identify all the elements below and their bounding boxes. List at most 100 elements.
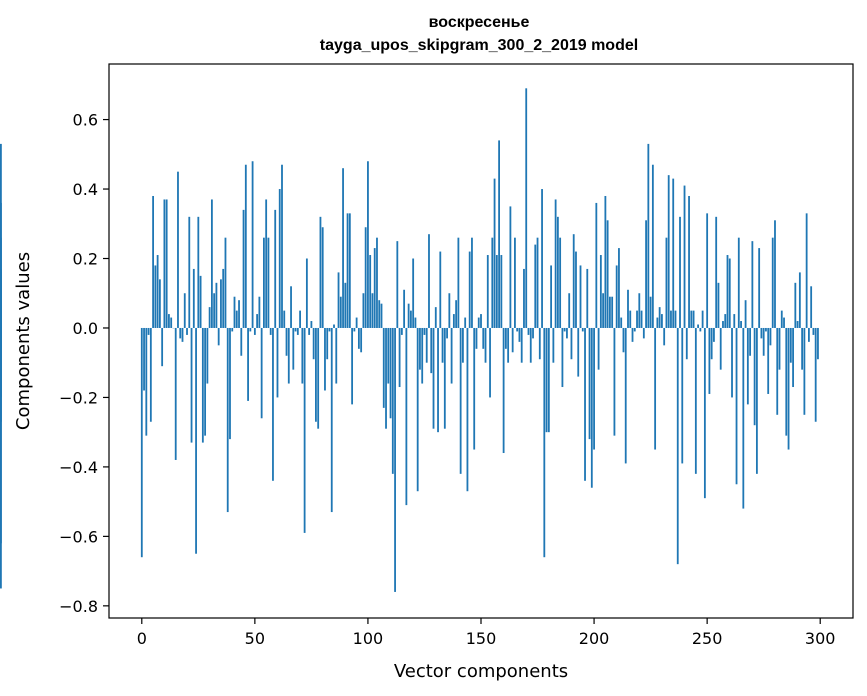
bar-60 [276, 327, 279, 398]
bar-115 [400, 327, 403, 335]
bar-28 [204, 327, 207, 436]
bar-250 [706, 213, 709, 328]
bar-8 [158, 279, 161, 328]
bar-103 [373, 248, 376, 328]
bar-194 [579, 265, 582, 328]
bar-54 [263, 237, 265, 328]
bar-253 [713, 327, 715, 342]
bar-162 [507, 327, 510, 363]
bar-242 [688, 195, 690, 328]
bar-15 [174, 327, 177, 460]
bar-110 [389, 327, 392, 419]
bar-0 [140, 327, 143, 558]
bar-36 [222, 268, 225, 328]
bar-200 [593, 327, 595, 450]
bar-299 [817, 327, 819, 360]
bar-10 [163, 199, 166, 328]
bar-273 [758, 248, 761, 328]
bar-9 [161, 327, 164, 367]
bar-269 [749, 327, 752, 356]
bar-225 [649, 296, 652, 328]
bar-287 [789, 327, 792, 363]
bar-211 [618, 248, 620, 328]
bar-205 [604, 195, 607, 328]
bar-145 [468, 251, 471, 328]
bar-228 [656, 317, 659, 328]
bar-114 [398, 327, 401, 388]
bar-175 [536, 237, 539, 328]
bar-186 [561, 327, 564, 388]
bar-229 [658, 307, 661, 328]
bar-256 [719, 327, 722, 370]
bar-136 [448, 293, 451, 328]
bar-266 [742, 327, 745, 509]
bar-89 [342, 168, 344, 328]
bar-216 [629, 310, 632, 328]
bar-257 [722, 321, 724, 328]
bar-17 [179, 327, 182, 339]
bar-95 [355, 317, 358, 328]
bar-118 [407, 303, 410, 328]
bar-86 [335, 327, 338, 384]
bar-171 [527, 327, 530, 335]
y-tick-label: 0.6 [73, 111, 98, 130]
bar-285 [785, 327, 788, 436]
bar-72 [303, 327, 306, 533]
chart-title: воскресенье [429, 14, 530, 31]
bar-43 [238, 300, 240, 328]
bar-82 [326, 327, 329, 360]
bar-165 [514, 237, 516, 328]
bar-276 [765, 327, 767, 332]
bar-57 [269, 327, 272, 335]
bar-106 [380, 303, 383, 328]
bar-113 [396, 241, 399, 328]
x-tick-label: 150 [466, 629, 497, 648]
x-tick-label: 300 [805, 629, 836, 648]
bar-155 [491, 237, 494, 328]
bar-247 [699, 327, 702, 332]
x-tick-label: 0 [137, 629, 147, 648]
bar-182 [552, 327, 555, 363]
y-axis: −0.8 −0.6 −0.4 −0.2 0.0 0.2 0.4 0.6 [59, 111, 109, 616]
bar-180 [547, 327, 550, 433]
bar-187 [563, 327, 566, 332]
bar-5 [152, 195, 154, 328]
bar-150 [480, 314, 482, 328]
bar-69 [296, 327, 299, 335]
bar-50 [253, 327, 256, 335]
bar-71 [301, 327, 304, 384]
bar-169 [523, 268, 525, 328]
bar-181 [550, 265, 553, 328]
bar-164 [511, 327, 514, 353]
bar-264 [737, 237, 740, 328]
bar-117 [405, 327, 408, 506]
bar-undefined [0, 327, 2, 589]
bar-78 [317, 327, 320, 429]
bar-29 [206, 327, 209, 384]
bar-128 [430, 327, 433, 374]
bar-148 [475, 327, 478, 349]
x-tick-label: 250 [692, 629, 723, 648]
bar-65 [287, 327, 290, 384]
bar-260 [728, 258, 731, 328]
bar-195 [581, 327, 584, 332]
bar-108 [385, 327, 387, 429]
bar-21 [188, 216, 191, 328]
bars-group [0, 88, 819, 592]
x-tick-label: 50 [245, 629, 265, 648]
bar-298 [814, 327, 817, 422]
bar-104 [376, 237, 378, 328]
bar-282 [778, 327, 781, 370]
bar-47 [247, 327, 249, 401]
bar-33 [215, 282, 218, 328]
bar-140 [457, 237, 460, 328]
bar-252 [710, 327, 713, 360]
bar-197 [586, 268, 589, 328]
bar-270 [751, 241, 754, 328]
bar-288 [792, 327, 794, 388]
bar-119 [409, 310, 412, 328]
bar-137 [450, 327, 453, 384]
bar-62 [281, 164, 283, 328]
bar-168 [520, 327, 523, 363]
bar-220 [638, 293, 641, 328]
